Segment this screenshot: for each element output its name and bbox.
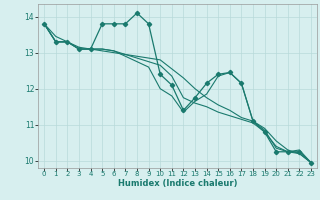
X-axis label: Humidex (Indice chaleur): Humidex (Indice chaleur) bbox=[118, 179, 237, 188]
